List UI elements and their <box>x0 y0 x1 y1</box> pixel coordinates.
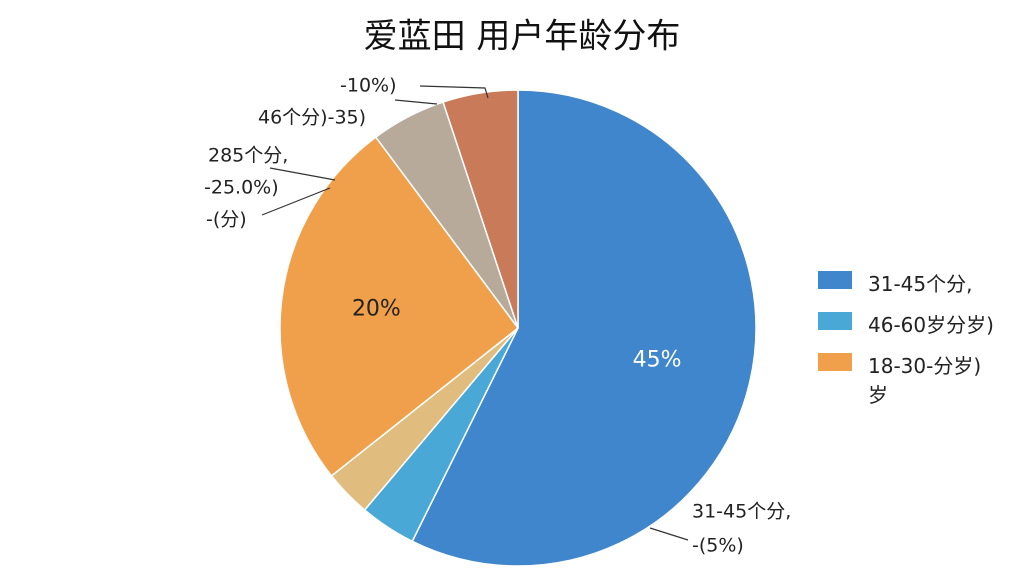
pie: 45% 20% <box>279 89 757 567</box>
leader <box>649 527 689 541</box>
legend-swatch <box>818 312 852 330</box>
pie-slice <box>411 89 757 567</box>
annotation: -25.0%) <box>204 177 279 199</box>
pie-slice <box>442 89 519 329</box>
legend-item: 31-45个分, <box>818 268 998 297</box>
legend-label: 31-45个分, <box>868 272 973 296</box>
leader <box>394 99 438 105</box>
legend-item: 46-60岁分岁) <box>818 309 998 338</box>
annotation: -10%) <box>340 75 397 97</box>
leader-lines <box>261 85 689 541</box>
leader <box>261 187 331 216</box>
legend-label: 46-60岁分岁) <box>868 313 994 337</box>
pie-slice <box>279 136 520 477</box>
leader <box>419 85 489 99</box>
annotation: -(5%) <box>692 535 744 557</box>
value-label: 45% <box>633 348 682 373</box>
legend-swatch <box>818 271 852 289</box>
value-label: 20% <box>352 296 401 321</box>
legend-swatch <box>818 353 852 371</box>
chart-title: 爱蓝田 用户年龄分布 <box>364 17 681 57</box>
annotation: 31-45个分, <box>692 501 791 523</box>
legend-item: 18-30-分岁) 岁 <box>818 350 998 408</box>
legend-label: 18-30-分岁) 岁 <box>868 354 982 407</box>
leader <box>269 167 336 181</box>
annotation: 46个分)-35) <box>258 107 366 129</box>
annotation: -(分) <box>206 209 247 231</box>
legend: 31-45个分, 46-60岁分岁) 18-30-分岁) 岁 <box>818 268 998 420</box>
annotation: 285个分, <box>208 145 288 167</box>
